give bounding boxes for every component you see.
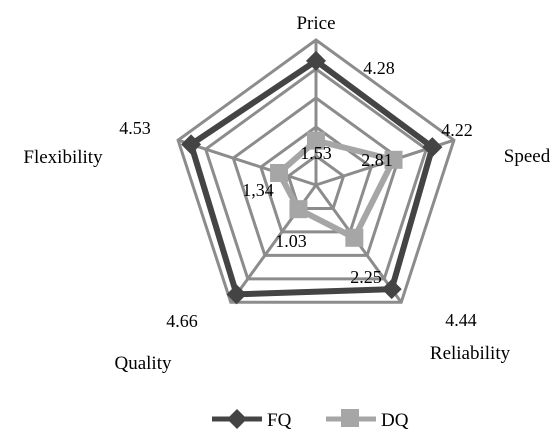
series-dq-point-speed xyxy=(384,150,403,169)
grid-ring-5 xyxy=(176,38,456,304)
series-fq-point-quality xyxy=(226,284,247,305)
axis-label-reliability: Reliability xyxy=(430,343,511,364)
radar-grid xyxy=(176,38,456,304)
axis-label-flexibility: Flexibility xyxy=(23,147,103,168)
series-fq-line xyxy=(187,57,436,298)
data-label-fq-price: 4.28 xyxy=(363,58,395,78)
series-layer xyxy=(181,50,443,305)
series-fq-point-reliability xyxy=(381,279,402,300)
axis-label-quality: Quality xyxy=(115,353,172,374)
label-layer: Price Speed Reliability Quality Flexibility 4… xyxy=(23,13,550,374)
series-dq-point-price xyxy=(307,131,325,150)
grid-ring-2 xyxy=(259,125,373,234)
legend-dq-marker xyxy=(341,409,359,427)
legend-item-dq: DQ xyxy=(326,409,409,431)
legend: FQ DQ xyxy=(212,409,409,431)
series-dq-point-quality xyxy=(289,200,308,219)
data-label-fq-quality: 4.66 xyxy=(166,311,198,331)
legend-fq-label: FQ xyxy=(267,410,292,431)
series-fq-point-flexibility xyxy=(181,134,202,155)
data-label-fq-reliability: 4.44 xyxy=(445,310,477,330)
series-fq-point-price xyxy=(306,50,326,71)
axis-label-speed: Speed xyxy=(504,146,551,167)
data-label-fq-flexibility: 4.53 xyxy=(119,118,151,138)
series-dq-point-reliability xyxy=(345,228,364,247)
series-fq-point-speed xyxy=(422,137,443,158)
legend-dq-label: DQ xyxy=(381,410,409,431)
data-label-dq-reliability: 2.25 xyxy=(350,267,382,287)
series-dq-point-flexibility xyxy=(270,163,289,182)
legend-fq-marker xyxy=(227,409,247,429)
data-label-dq-flexibility: 1,34 xyxy=(242,180,274,200)
grid-ring-4 xyxy=(203,67,429,281)
legend-item-fq: FQ xyxy=(212,409,292,431)
data-label-fq-speed: 4.22 xyxy=(441,120,473,140)
data-label-dq-speed: 2.81 xyxy=(361,150,393,170)
grid-ring-3 xyxy=(231,96,401,257)
grid-spoke-flexibility xyxy=(177,138,317,187)
axis-label-price: Price xyxy=(296,13,335,34)
data-label-dq-price: 1.53 xyxy=(300,143,332,163)
grid-ring-1 xyxy=(286,154,346,210)
data-label-dq-quality: 1.03 xyxy=(275,231,307,251)
